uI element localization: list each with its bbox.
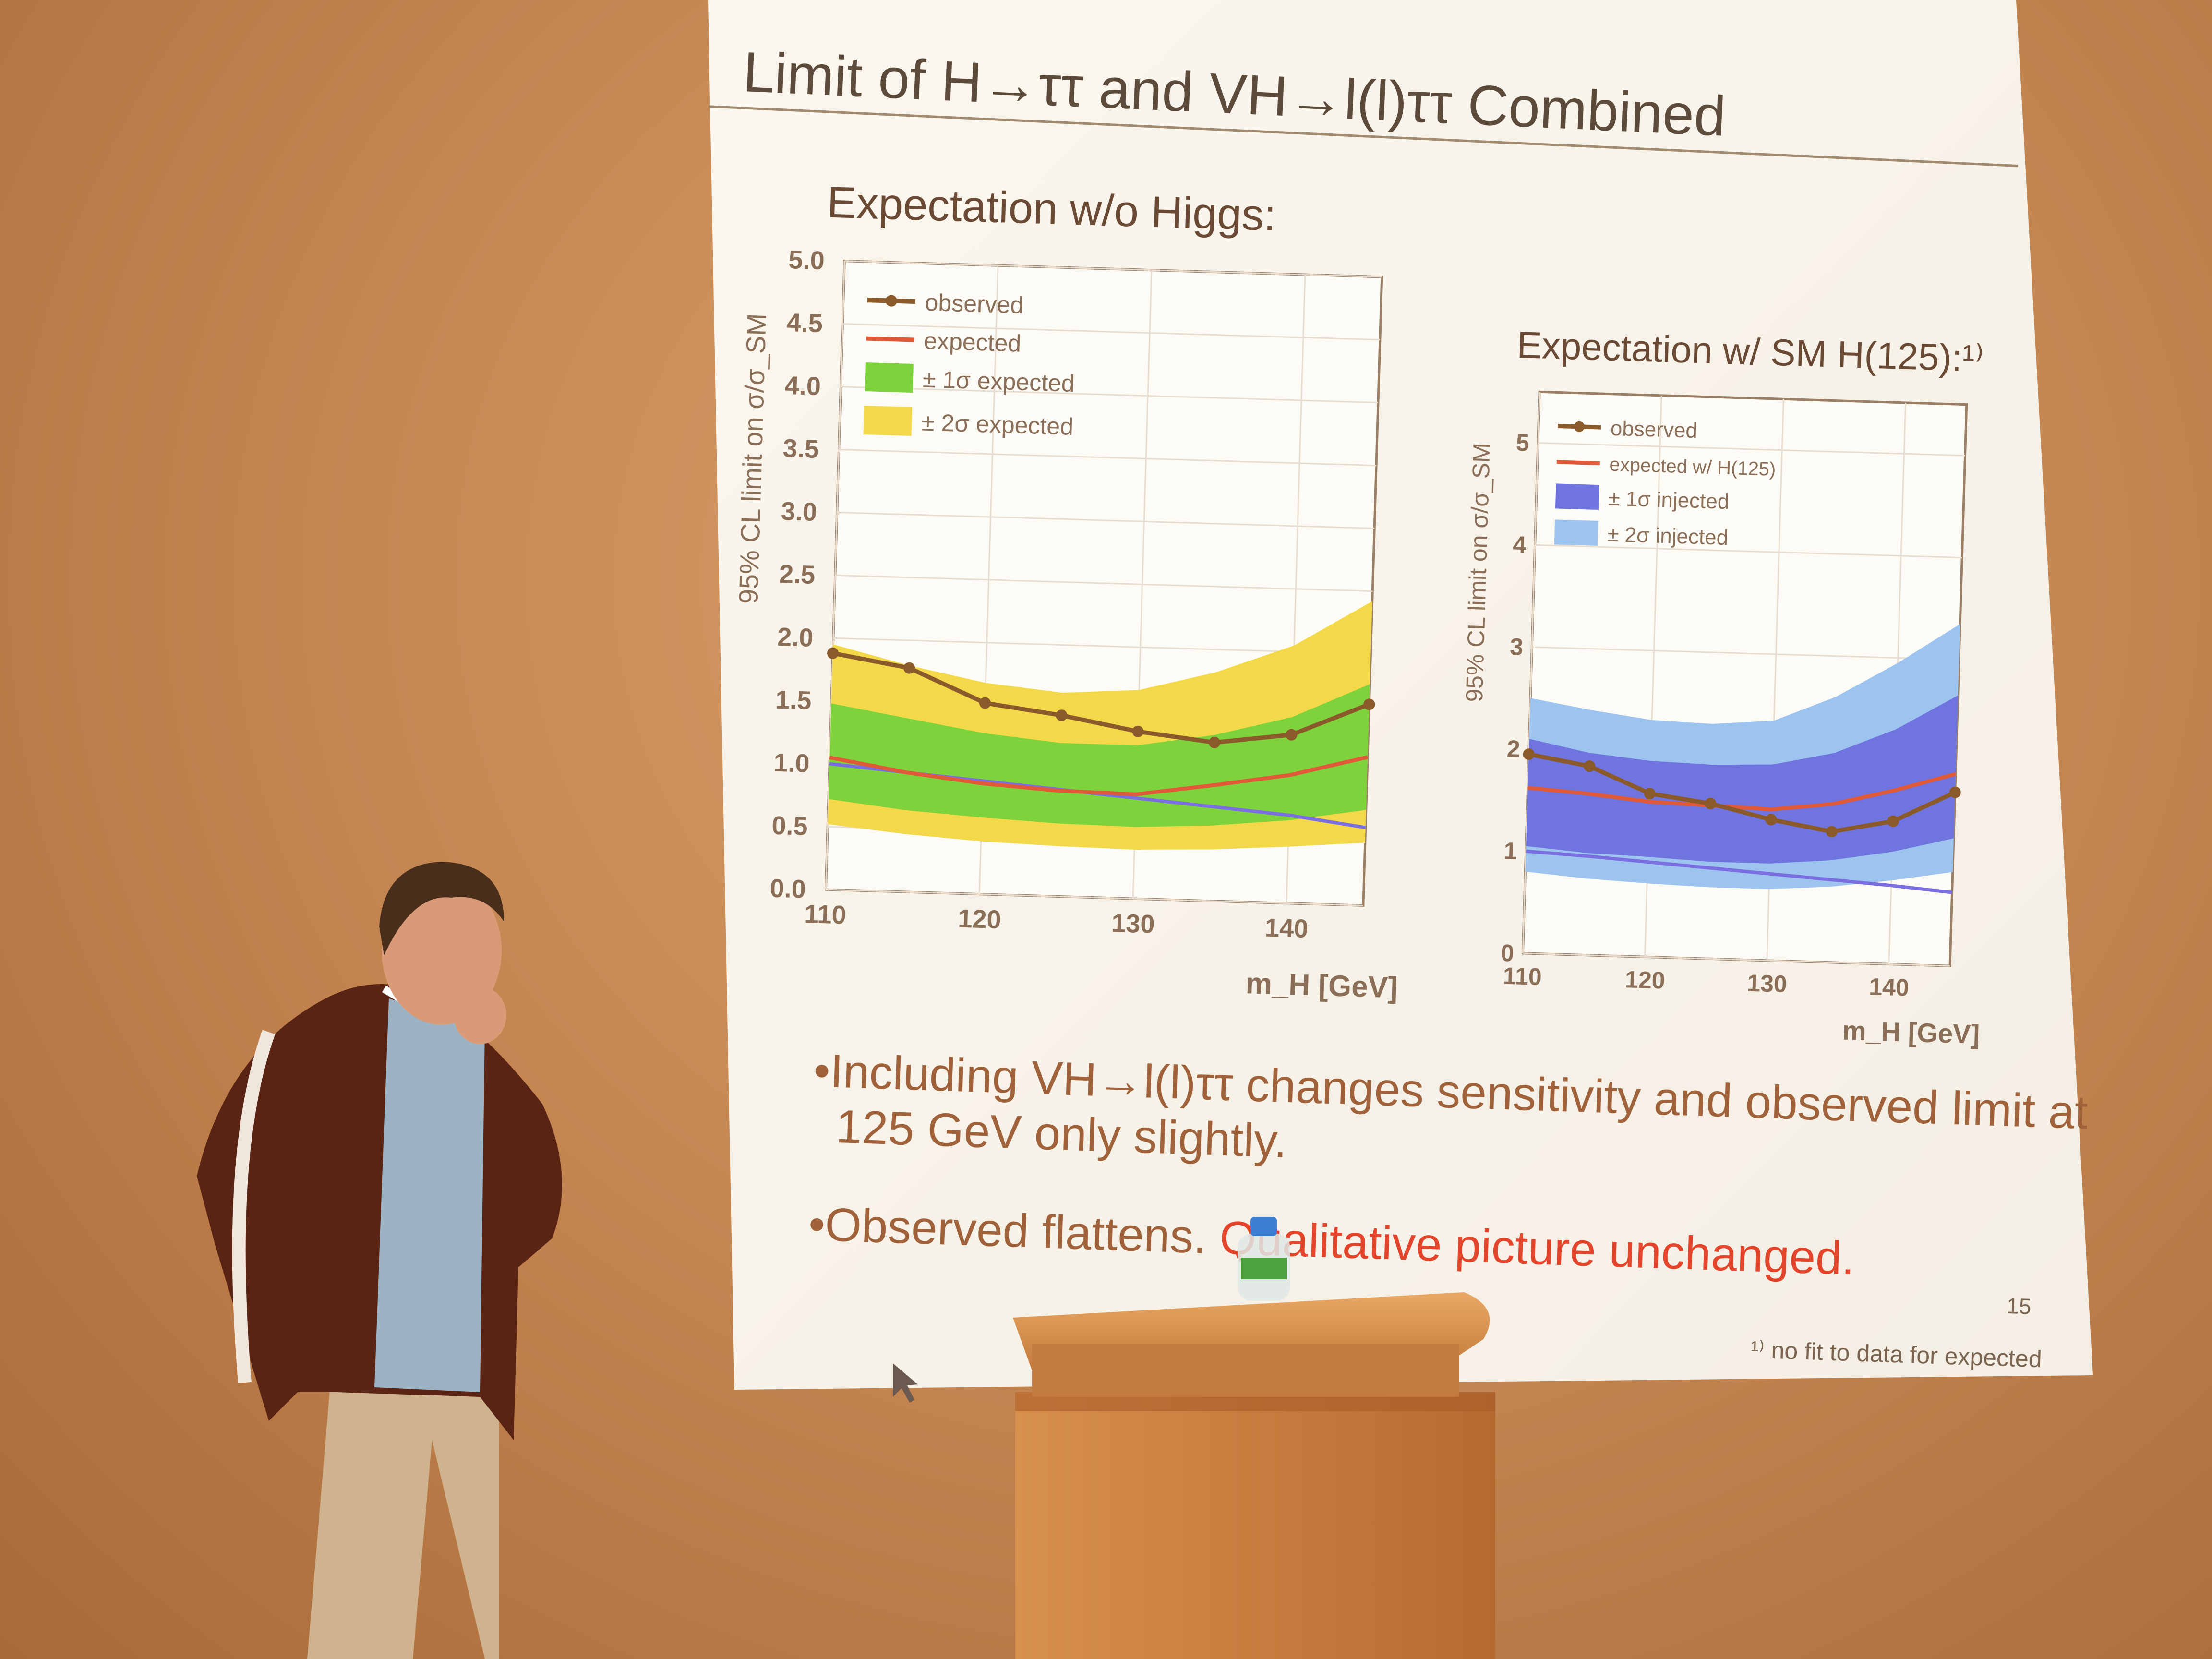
chart2-gridline-y-5: [1538, 442, 1965, 457]
chart1-legend-2sigma: ± 2σ expected: [921, 409, 1074, 440]
chart2-observed-point-3: [1705, 797, 1717, 809]
chart2-legend: observed expected w/ H(125) ± 1σ injecte…: [1554, 417, 1776, 550]
chart-with-sm-higgs: Expectation w/ SM H(125):¹⁾ 110 120 130 140…: [1461, 324, 1984, 1049]
chart-without-higgs: Expectation w/o Higgs: 110 120 130 1400.00.…: [733, 178, 1398, 1005]
projected-slide: Limit of H→ττ and VH→l(l)ττ Combined Exp…: [708, 0, 2093, 1390]
chart2-y-tick-5: 5: [1515, 429, 1529, 457]
chart1-observed-point-6: [1286, 729, 1298, 741]
chart2-observed-point-2: [1644, 788, 1656, 800]
chart1-y-tick-3: 1.5: [775, 685, 812, 715]
chart1-observed-line: [832, 651, 1370, 745]
chart1-y-tick-5: 2.5: [779, 560, 816, 589]
chart1-expected-line: [829, 755, 1368, 796]
chart1-observed-point-5: [1208, 736, 1220, 748]
chart1-x-tick-1: 120: [958, 904, 1002, 934]
chart2-y-tick-1: 1: [1503, 837, 1517, 865]
chart2-observed-point-1: [1584, 760, 1596, 772]
podium-body: [1015, 1392, 1495, 1659]
cursor-icon: [893, 1363, 918, 1403]
chart1-gridline-y-10: [844, 260, 1382, 278]
chart1-band-1sigma: [828, 684, 1370, 827]
podium: [1013, 1217, 1495, 1659]
chart2-x-tick-1: 120: [1624, 966, 1665, 994]
chart1-gridline-y-5: [835, 574, 1373, 592]
chart1-gridline-y-0: [826, 889, 1363, 906]
chart2-gridline-y-4: [1535, 544, 1962, 559]
chart2-y-tick-4: 4: [1513, 531, 1527, 558]
chart2-band-1sigma: [1526, 695, 1958, 864]
chart2-sm-reference-line: [1526, 849, 1952, 894]
chart1-y-tick-10: 5.0: [788, 245, 825, 275]
slide-page-number: 15: [2006, 1293, 2032, 1319]
chart2-observed-point-0: [1523, 748, 1535, 760]
chart1-gridline-y-7: [839, 448, 1377, 467]
chart1-x-tick-2: 130: [1111, 909, 1155, 939]
chart2-ticks: 110 120 130 140 0 1 2 3 4 5: [1501, 429, 1910, 1001]
speaker: [197, 862, 562, 1659]
chart1-observed-point-1: [903, 662, 915, 674]
chart1-y-tick-0: 0.0: [769, 874, 806, 904]
water-bottle: [1238, 1217, 1290, 1301]
chart1-observed-point-3: [1056, 709, 1068, 721]
chart2-expected-line: [1527, 772, 1956, 812]
chart1-legend: observed expected ± 1σ expected ± 2σ exp…: [863, 289, 1075, 440]
chart2-gridline-y-3: [1532, 646, 1959, 661]
chart2-legend-1sigma: ± 1σ injected: [1608, 487, 1730, 514]
chart2-x-tick-3: 140: [1869, 973, 1910, 1001]
speaker-head: [382, 876, 502, 1025]
chart2-legend-expected: expected w/ H(125): [1609, 454, 1776, 480]
chart2-observed-point-7: [1949, 786, 1961, 798]
chart1-y-tick-2: 1.0: [773, 748, 810, 778]
chart1-legend-observed: observed: [925, 289, 1024, 319]
chart1-observed-point-4: [1132, 725, 1144, 737]
chart1-gridline-y-9: [842, 323, 1380, 341]
chart2-observed-point-6: [1887, 815, 1899, 827]
chart2-y-tick-3: 3: [1510, 633, 1524, 661]
chart2-y-tick-0: 0: [1501, 939, 1515, 967]
chart1-legend-expected: expected: [924, 327, 1022, 357]
chart2-x-axis-label: m_H [GeV]: [1842, 1015, 1980, 1049]
title-divider: [709, 105, 2018, 168]
chart1-x-tick-0: 110: [804, 900, 847, 930]
chart1-y-tick-1: 0.5: [771, 811, 808, 841]
chart1-marks: [827, 601, 1375, 850]
chart1-observed-point-2: [979, 697, 991, 709]
chart2-legend-observed: observed: [1610, 417, 1697, 443]
chart2-y-tick-2: 2: [1506, 735, 1520, 763]
chart2-observed-line: [1528, 752, 1956, 834]
chart1-x-tick-3: 140: [1264, 913, 1309, 943]
chart2-observed-point-5: [1826, 826, 1838, 838]
chart1-observed-point-7: [1363, 698, 1375, 710]
chart1-gridline-y-6: [837, 511, 1375, 529]
chart1-ticks: 110 120 130 140 0.0 0.5 1.0 1.5 2.0 2.5 3.0 3.5 4.0 4…: [769, 245, 1309, 943]
chart1-y-tick-7: 3.5: [782, 434, 819, 464]
chart1-y-tick-9: 4.5: [786, 308, 823, 338]
chart2-x-tick-0: 110: [1503, 962, 1542, 990]
chart1-y-tick-8: 4.0: [784, 371, 821, 401]
chart1-x-axis-label: m_H [GeV]: [1245, 967, 1398, 1004]
chart1-y-tick-6: 3.0: [781, 497, 817, 527]
chart1-gridline-y-8: [841, 386, 1379, 404]
chart2-legend-2sigma: ± 2σ injected: [1607, 523, 1729, 550]
chart2-gridline-y-0: [1523, 952, 1950, 967]
chart2-observed-point-4: [1765, 814, 1777, 826]
chart1-observed-point-0: [827, 647, 839, 659]
chart2-x-tick-2: 130: [1747, 970, 1788, 998]
chart1-legend-1sigma: ± 1σ expected: [922, 366, 1075, 397]
chart2-marks: [1523, 624, 1961, 894]
chart1-y-tick-4: 2.0: [777, 623, 814, 652]
